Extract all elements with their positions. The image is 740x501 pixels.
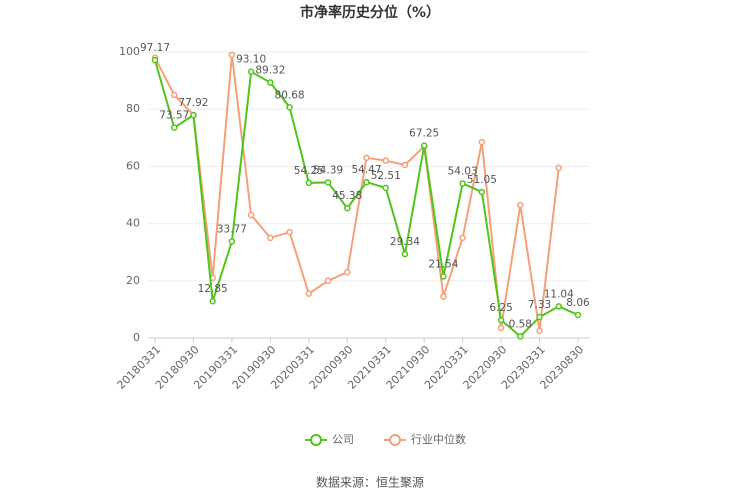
data-point [440,273,447,280]
data-point [344,268,351,276]
legend-marker [389,434,401,446]
data-point [478,138,486,146]
data-label: 29.34 [390,236,420,248]
data-point [497,324,505,332]
data-point [363,154,370,162]
data-label: 73.57 [159,110,189,122]
data-point [536,313,543,321]
data-point [247,68,255,75]
data-point [286,104,293,111]
data-point [517,333,524,340]
data-point [190,111,197,119]
data-label: 89.32 [255,65,285,77]
data-point [401,161,409,169]
data-point [555,164,563,172]
data-point [401,250,409,258]
data-point [247,211,255,219]
data-label: 51.05 [467,174,497,186]
data-point [574,311,582,319]
data-point [459,234,466,242]
data-point [170,91,178,99]
data-label: 54.47 [351,164,381,176]
data-label: 21.54 [428,258,458,270]
y-tick-label: 20 [126,274,140,287]
y-tick-label: 0 [133,331,140,344]
data-point [170,124,178,131]
data-label: 54.39 [313,164,343,176]
data-point [517,201,524,209]
legend-label: 行业中位数 [411,432,466,446]
legend-label: 公司 [332,433,354,446]
legend-item[interactable]: 行业中位数 [384,432,466,446]
data-label: 97.17 [140,42,170,54]
data-point [344,204,351,212]
data-point [228,51,236,59]
data-label: 67.25 [409,128,439,140]
data-label: 54.25 [294,165,324,177]
data-point [228,238,236,245]
data-label: 33.77 [217,223,247,235]
series-line [154,54,560,332]
data-label: 54.03 [448,165,478,177]
data-point [382,157,389,164]
data-point [324,277,332,285]
data-label: 52.51 [371,170,401,182]
data-label: 12.85 [198,283,228,295]
data-point [267,234,274,242]
data-point [555,303,563,310]
data-point [324,179,332,186]
data-label: 8.06 [566,297,590,309]
legend-item[interactable]: 公司 [305,433,354,446]
source: 数据来源：恒生聚源 [316,475,424,490]
data-point [286,228,293,236]
data-point [478,188,486,196]
y-tick-label: 60 [126,159,140,172]
legend-marker [310,434,322,446]
data-point [497,316,505,324]
data-label: 11.04 [544,288,574,300]
data-label: 80.68 [275,89,305,101]
data-label: 0.58 [509,318,532,330]
data-point [305,290,313,297]
data-label: 6.25 [489,302,512,314]
y-tick-label: 40 [126,217,140,230]
data-point [305,179,313,187]
data-point [382,184,389,192]
chart-title: 市净率历史分位（%） [300,4,440,21]
data-label: 45.38 [332,190,362,202]
data-point [151,56,159,64]
data-point [420,142,428,149]
data-point [267,79,274,86]
data-point [459,180,466,187]
y-tick-label: 100 [119,45,140,58]
y-tick-label: 80 [126,102,140,115]
data-point [209,297,216,305]
data-label: 7.33 [528,299,551,311]
data-label: 77.92 [178,97,208,109]
data-point [363,178,370,186]
data-point [536,327,543,335]
data-point [440,293,447,300]
data-label: 93.10 [236,54,266,66]
